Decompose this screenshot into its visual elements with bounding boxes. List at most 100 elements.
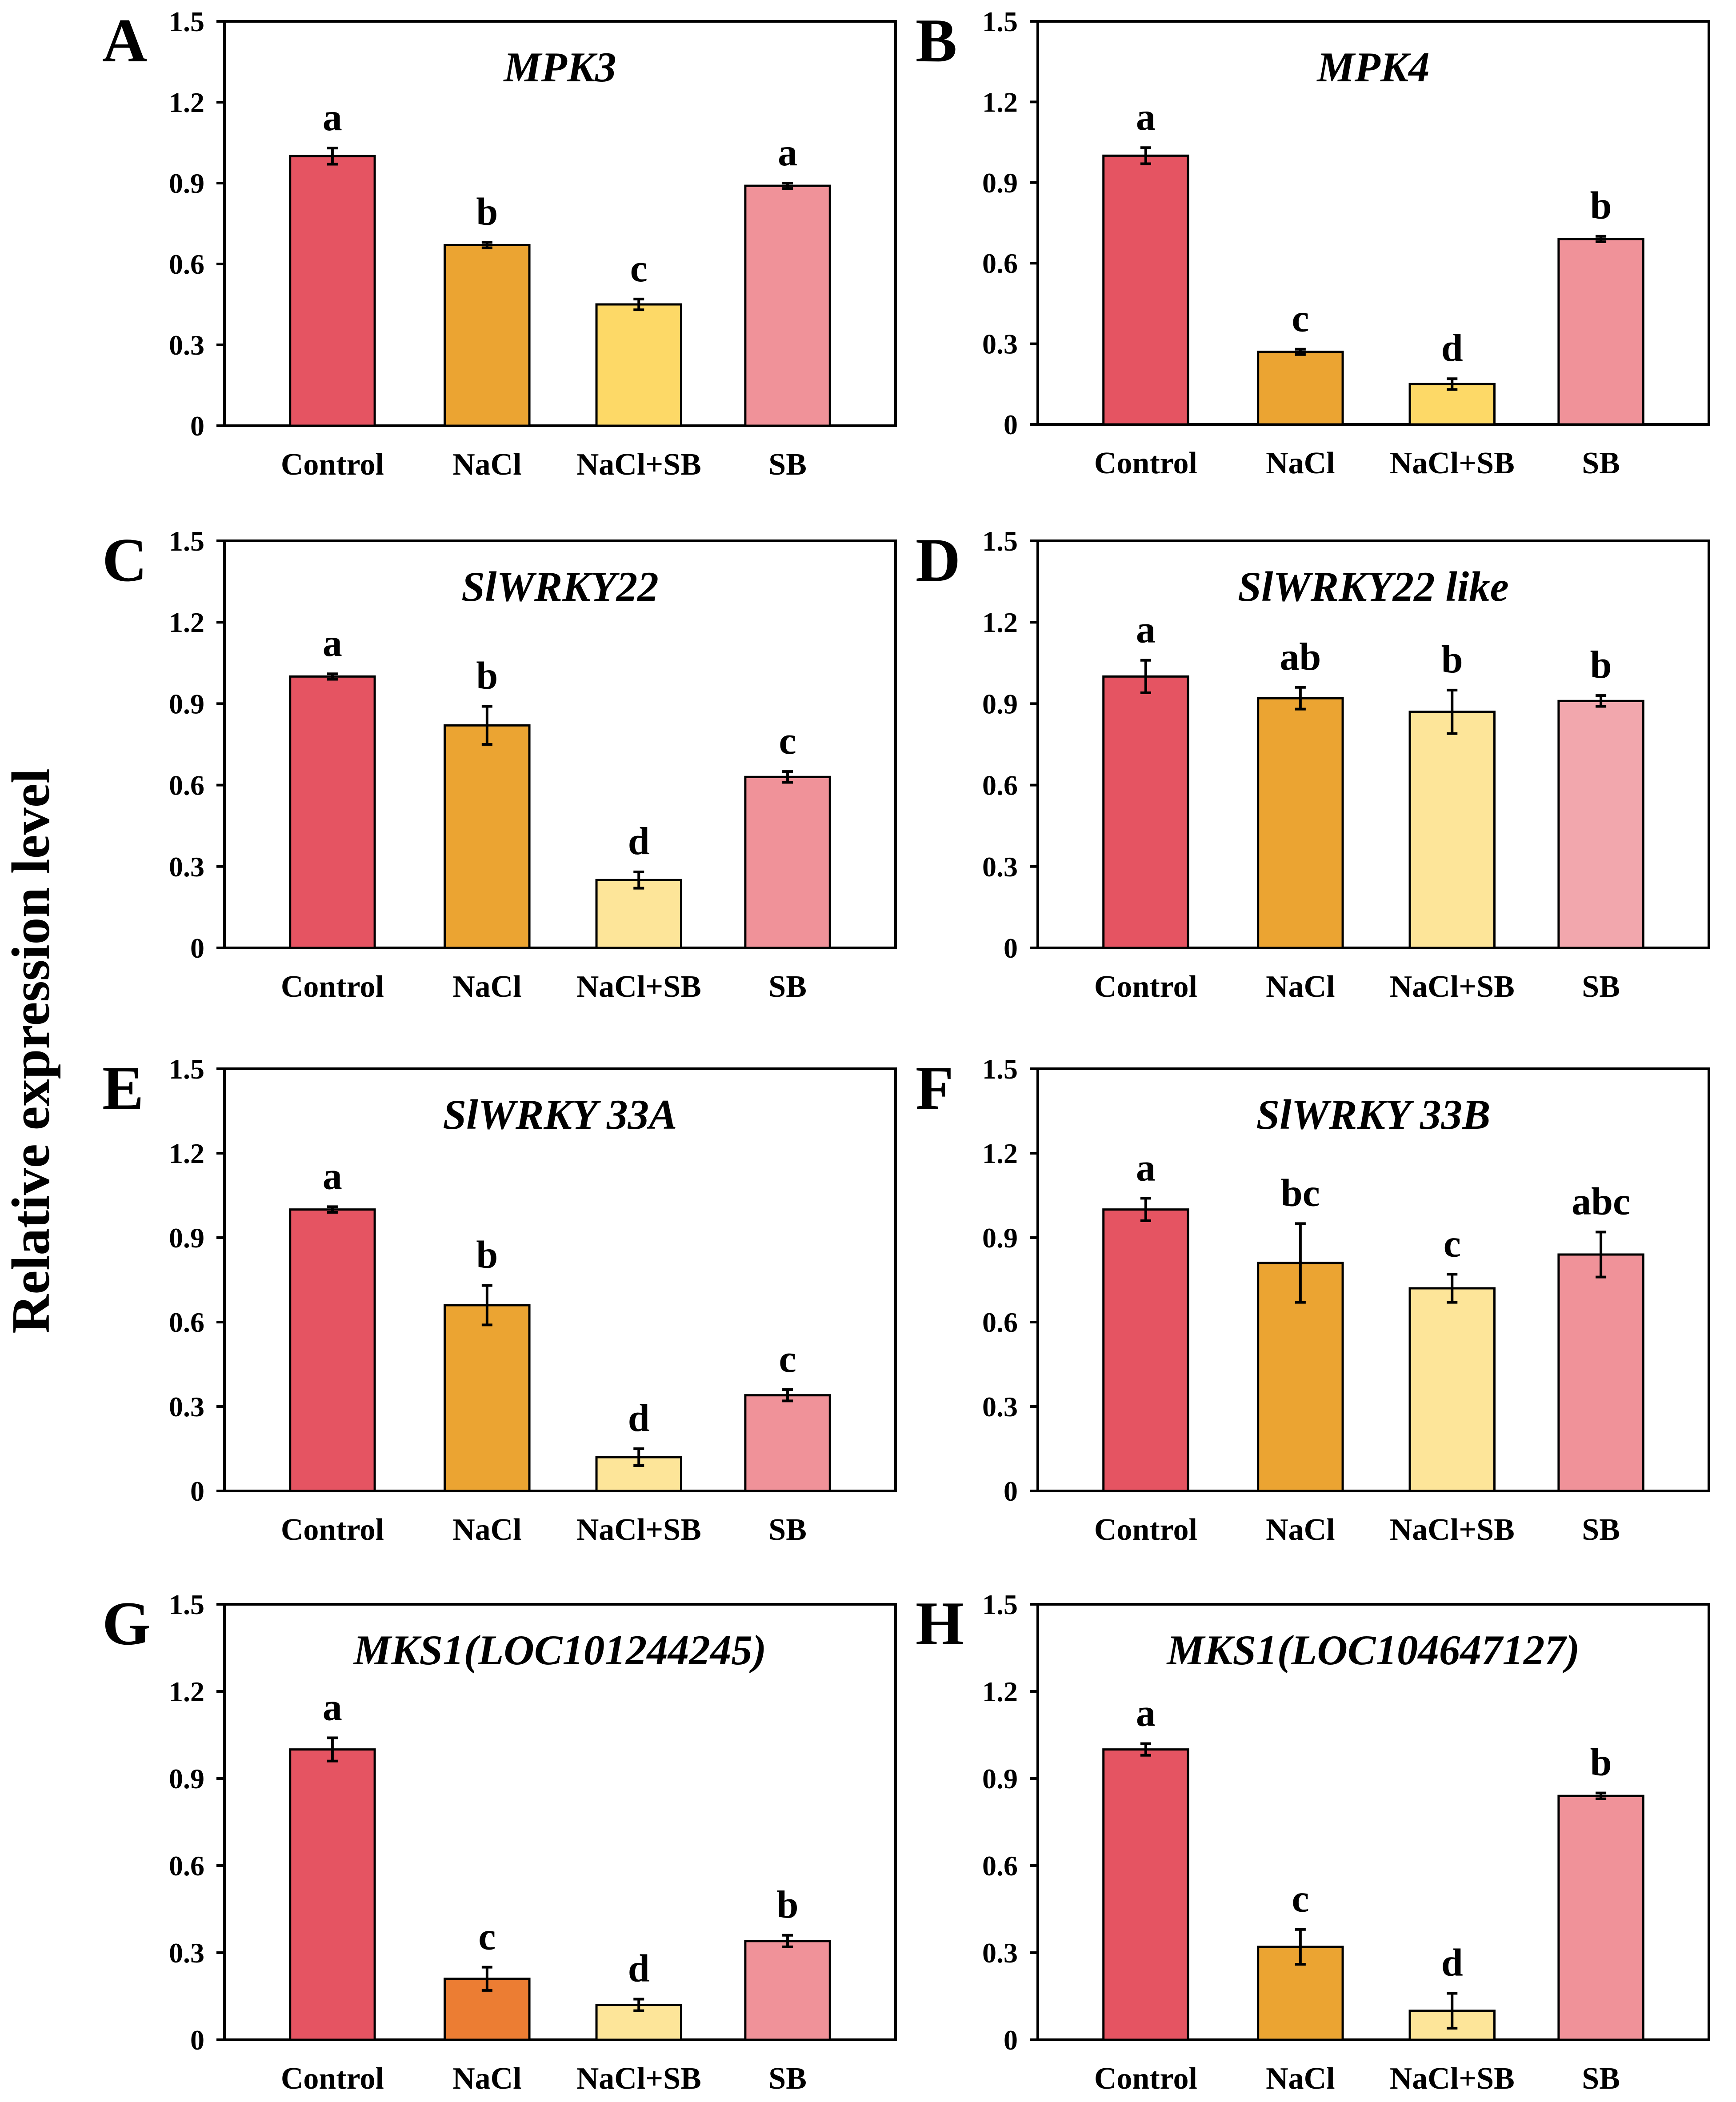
bar — [744, 1394, 831, 1492]
y-tick-label: 1.5 — [169, 6, 204, 37]
y-tick-label: 0.6 — [169, 1850, 204, 1882]
significance-letter: ab — [1280, 635, 1321, 679]
significance-letter: c — [779, 1338, 796, 1381]
panel-title: MKS1(LOC104647127) — [1166, 1626, 1580, 1674]
significance-letter: c — [779, 719, 796, 763]
y-tick-label: 1.5 — [982, 525, 1018, 557]
panel-letter: E — [102, 1054, 144, 1123]
bar — [1408, 1287, 1496, 1492]
bar — [1408, 711, 1496, 949]
bar — [744, 1940, 831, 2041]
bar — [444, 1304, 531, 1492]
panel-letter: B — [916, 6, 957, 75]
y-tick-label: 1.5 — [982, 1053, 1018, 1085]
bar — [744, 775, 831, 949]
x-tick-label: NaCl — [1266, 1513, 1335, 1547]
significance-letter: a — [1136, 1146, 1156, 1189]
bar — [1557, 1794, 1644, 2041]
significance-letter: c — [1292, 297, 1309, 340]
bar — [1557, 1253, 1644, 1492]
significance-letter: a — [323, 96, 342, 139]
y-tick-label: 1.5 — [982, 1589, 1018, 1620]
y-tick-label: 0.6 — [982, 770, 1018, 801]
x-tick-label: SB — [768, 970, 807, 1004]
y-tick-label: 0.9 — [982, 1763, 1018, 1794]
x-tick-label: Control — [281, 2062, 384, 2096]
y-tick-label: 1.2 — [982, 1676, 1018, 1707]
x-tick-label: Control — [1094, 1513, 1197, 1547]
x-tick-label: NaCl+SB — [1390, 446, 1515, 480]
y-tick-label: 1.2 — [169, 1138, 204, 1169]
bar — [595, 879, 682, 949]
y-tick-label: 1.2 — [982, 86, 1018, 118]
bar — [289, 1748, 376, 2041]
x-tick-label: NaCl+SB — [576, 1513, 701, 1547]
panel-title: SlWRKY22 like — [1238, 563, 1509, 610]
x-tick-label: NaCl — [452, 970, 522, 1004]
significance-letter: d — [628, 820, 650, 863]
x-tick-label: NaCl+SB — [576, 2062, 701, 2096]
y-tick-label: 0 — [1004, 409, 1018, 440]
y-tick-label: 0.6 — [982, 1850, 1018, 1882]
x-tick-label: NaCl — [1266, 970, 1335, 1004]
panel-title: MPK4 — [1316, 44, 1429, 91]
x-tick-label: SB — [768, 448, 807, 482]
y-tick-label: 0.3 — [982, 328, 1018, 360]
panel-f: F 0 0.3 0.6 0.9 1.2 1.5 SlWRKY 33B a Control bc NaC… — [916, 1053, 1710, 1547]
panel-letter: F — [916, 1054, 954, 1123]
x-tick-label: SB — [1582, 446, 1620, 480]
bar — [289, 1208, 376, 1492]
panel-g: G 0 0.3 0.6 0.9 1.2 1.5 MKS1(LOC101244245) a Cont… — [102, 1589, 897, 2096]
x-tick-label: NaCl+SB — [1390, 2062, 1515, 2096]
x-tick-label: NaCl+SB — [576, 448, 701, 482]
panel-title: MPK3 — [503, 44, 616, 91]
significance-letter: c — [478, 1915, 496, 1958]
x-tick-label: Control — [1094, 446, 1197, 480]
plot-frame — [223, 539, 897, 949]
bar — [744, 184, 831, 427]
significance-letter: b — [1590, 643, 1612, 687]
x-tick-label: NaCl — [452, 1513, 522, 1547]
x-tick-label: NaCl — [1266, 2062, 1335, 2096]
significance-letter: a — [1136, 608, 1156, 651]
bar — [1257, 351, 1344, 426]
significance-letter: b — [476, 190, 498, 233]
panel-d: D 0 0.3 0.6 0.9 1.2 1.5 SlWRKY22 like a Control ab… — [916, 525, 1710, 1004]
bar — [1102, 1748, 1189, 2041]
bar — [595, 303, 682, 427]
x-tick-label: Control — [281, 1513, 384, 1547]
x-tick-label: NaCl — [452, 448, 522, 482]
significance-letter: a — [323, 622, 342, 665]
y-tick-label: 1.5 — [169, 525, 204, 557]
x-tick-label: NaCl+SB — [1390, 970, 1515, 1004]
significance-letter: d — [628, 1947, 650, 1990]
significance-letter: b — [1590, 1741, 1612, 1784]
significance-letter: a — [1136, 96, 1156, 139]
y-tick-label: 1.5 — [982, 6, 1018, 37]
plot-frame — [1036, 539, 1710, 949]
significance-letter: a — [323, 1155, 342, 1198]
significance-letter: a — [1136, 1692, 1156, 1735]
y-tick-label: 0.9 — [169, 688, 204, 719]
x-tick-label: NaCl — [1266, 446, 1335, 480]
y-tick-label: 0 — [1004, 932, 1018, 964]
x-tick-label: Control — [281, 970, 384, 1004]
plot-frame — [223, 1603, 897, 2041]
y-tick-label: 0.9 — [169, 1222, 204, 1254]
significance-letter: c — [1444, 1222, 1461, 1265]
y-tick-label: 0.3 — [982, 851, 1018, 883]
y-tick-label: 1.5 — [169, 1589, 204, 1620]
panel-letter: A — [102, 6, 147, 75]
significance-letter: b — [1441, 638, 1463, 681]
significance-letter: b — [777, 1883, 799, 1926]
bar — [1557, 238, 1644, 426]
panel-e: E 0 0.3 0.6 0.9 1.2 1.5 SlWRKY 33A a Control b NaCl… — [102, 1053, 897, 1547]
x-tick-label: SB — [768, 1513, 807, 1547]
plot-frame — [1036, 20, 1710, 426]
bar — [289, 675, 376, 949]
y-tick-label: 1.5 — [169, 1053, 204, 1085]
significance-letter: b — [476, 655, 498, 698]
y-tick-label: 1.2 — [169, 607, 204, 638]
bar — [444, 244, 531, 427]
x-tick-label: SB — [1582, 970, 1620, 1004]
